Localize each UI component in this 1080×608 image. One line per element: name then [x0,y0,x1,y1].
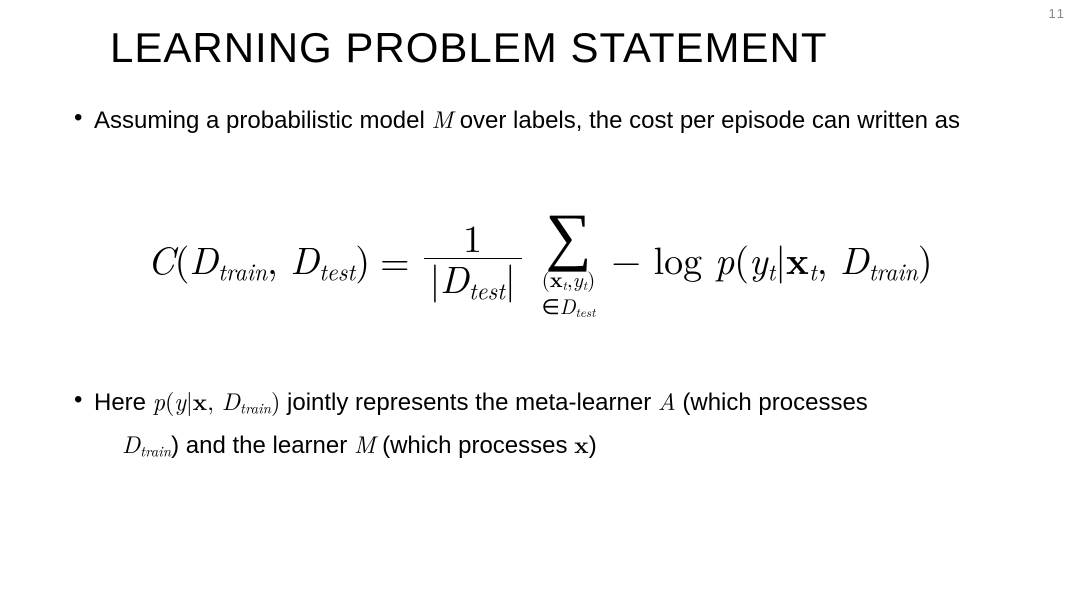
eq-p: p [715,232,734,286]
eq-comma1: , [267,232,290,286]
slide-title: LEARNING PROBLEM STATEMENT [110,24,1040,72]
inline-comma: , [207,383,222,417]
eq-in: ∈ [542,291,560,321]
inline-Dtrain2: Dtrain [122,426,171,460]
bullet-2-line2: Dtrain) and the learner M (which process… [94,425,1010,464]
inline-y: y [174,383,186,417]
inline-open: ( [165,383,174,417]
eq-D2: D [290,232,319,286]
eq-test1: test [319,253,355,287]
inline-train: train [240,398,271,419]
eq-D3: D [440,251,469,305]
eq-minus: − [611,232,653,286]
eq-x1: x [550,264,563,294]
inline-M2: M [354,426,376,460]
cost-equation: C(Dtrain, Dtest) = 1 |Dtest| ∑ (xt,yt) ∈… [40,199,1040,320]
math-M-inline: M [432,101,454,135]
bullet-2-line2-mid2: (which processes [375,432,574,459]
eq-test3: test [576,302,596,321]
eq-bar-close: | [505,251,516,305]
eq-close2: ) [918,232,933,286]
bullet-1-text-pre: Assuming a probabilistic model [94,107,432,134]
inline-x2: x [574,427,589,461]
bullet-1: Assuming a probabilistic model M over la… [70,100,1010,139]
bullet-2-line2-end: ) [589,432,597,459]
bullet-1-text-post: over labels, the cost per episode can wr… [453,107,960,134]
inline-x: x [193,384,208,418]
eq-x2: x [786,232,809,286]
inline-close: ) [271,383,280,417]
inline-p: p [153,383,165,417]
page-number: 11 [1049,6,1067,21]
bullet-list: Assuming a probabilistic model M over la… [70,100,1010,139]
bullet-2: Here p(y|x, Dtrain) jointly represents t… [70,382,1010,464]
eq-D4: D [560,291,576,321]
eq-train2: train [869,253,918,287]
bullet-2-mid2: (which processes [676,389,868,416]
bullet-2-pre: Here [94,389,153,416]
eq-comma2: , [817,232,840,286]
inline-train2: train [140,441,171,462]
eq-C: C [147,232,174,286]
bullet-list-2: Here p(y|x, Dtrain) jointly represents t… [70,382,1010,464]
eq-close: ) [355,232,370,286]
eq-cond: | [775,232,786,286]
sigma-icon: ∑ [545,199,591,264]
eq-bar-open: | [430,251,441,305]
inline-cond: | [186,383,193,417]
inline-p-expr: p(y|x, Dtrain) [153,383,281,417]
eq-sum-sub-open: ( [542,264,550,294]
eq-sum-sub-close: ) [587,264,595,294]
eq-y1: y [573,264,583,294]
inline-A: A [658,383,676,417]
bullet-2-line2-post: ) and the learner [171,432,354,459]
eq-equals: = [380,233,410,287]
slide: 11 LEARNING PROBLEM STATEMENT Assuming a… [0,0,1080,608]
eq-D1: D [189,232,218,286]
eq-y2: y [749,232,767,286]
eq-fraction: 1 |Dtest| [424,218,522,302]
eq-open: ( [175,232,190,286]
eq-train1: train [218,253,267,287]
eq-D5: D [840,232,869,286]
eq-open2: ( [734,232,749,286]
eq-t4: t [809,253,817,287]
eq-test2: test [469,272,505,306]
bullet-2-mid: jointly represents the meta-learner [280,389,658,416]
eq-log: log [654,232,715,286]
inline-D2: D [122,426,140,460]
eq-sum: ∑ (xt,yt) ∈Dtest [542,199,596,320]
inline-D: D [222,383,240,417]
